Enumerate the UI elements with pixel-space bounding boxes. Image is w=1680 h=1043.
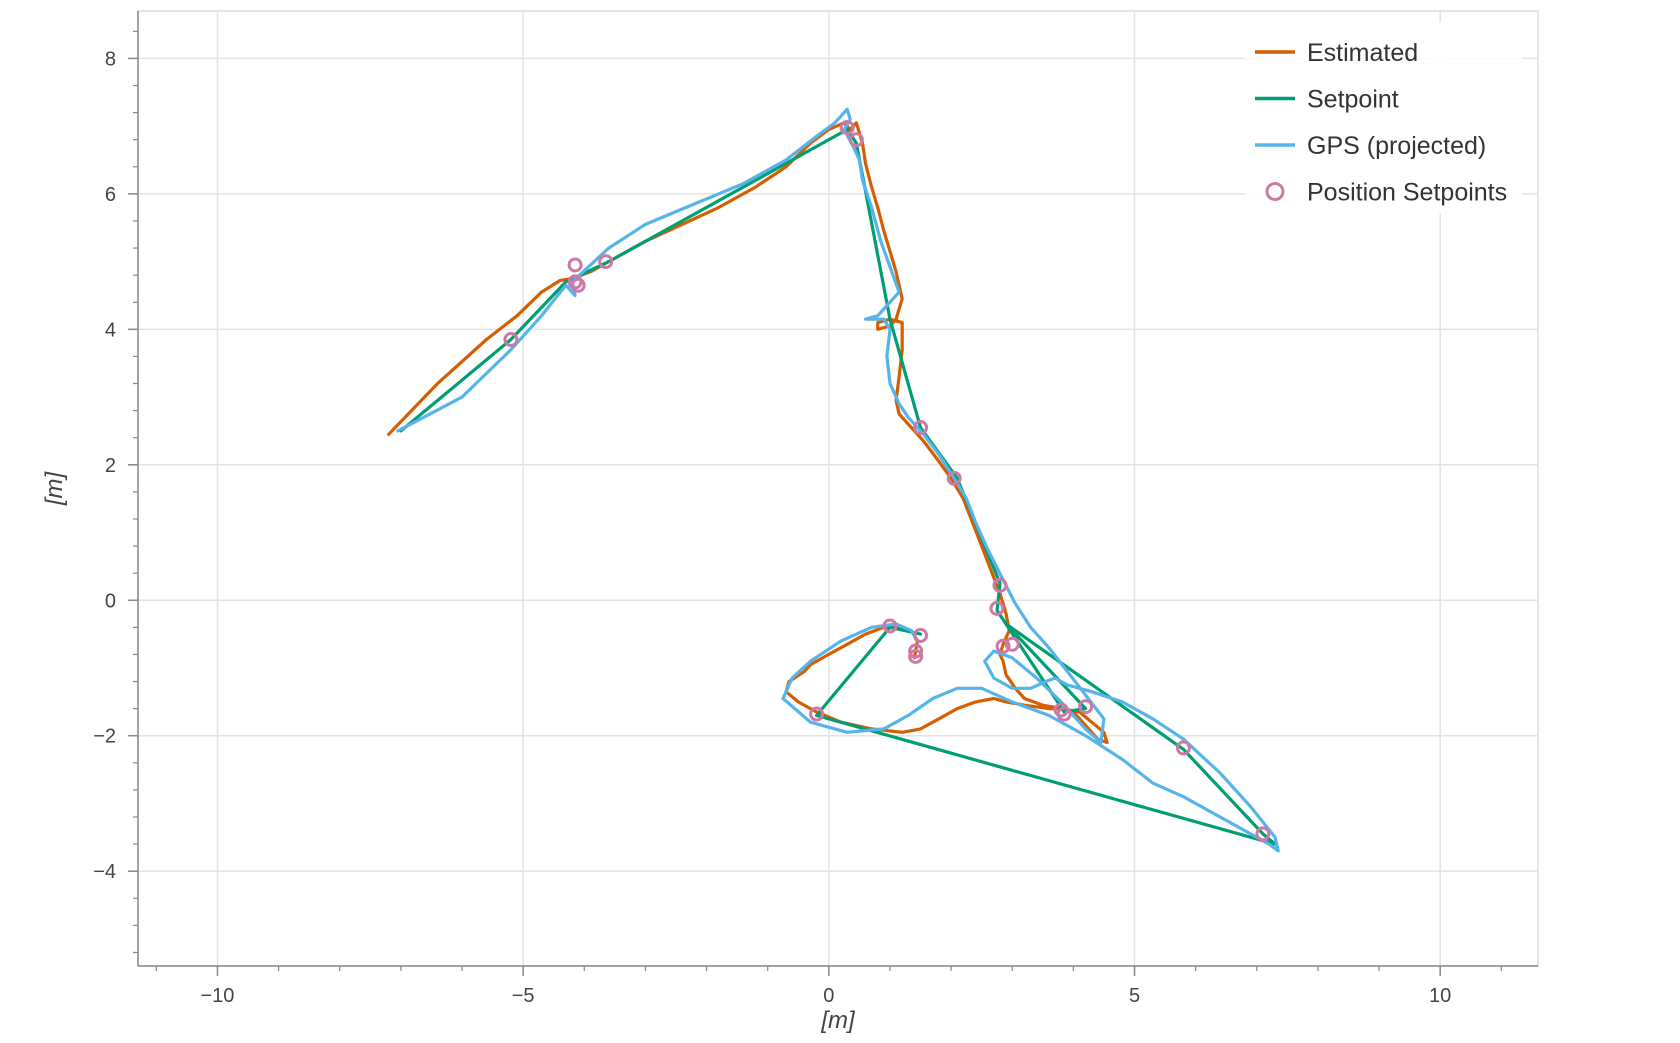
marker-position-setpoints-1 [567,257,583,273]
marker-position-setpoints-14 [913,627,929,643]
legend-swatch-position-setpoints [1265,182,1285,201]
x-tick-label-1: −5 [512,985,535,1007]
y-tick-label-1: −2 [93,726,116,748]
marker-position-setpoints-12 [1004,636,1020,652]
marker-position-setpoints-2 [567,274,583,290]
y-tick-label-4: 4 [105,319,116,341]
marker-position-setpoints-15 [908,643,924,659]
marker-position-setpoints-21 [1255,826,1271,842]
axes: −10 −5 0 5 10 −4 −2 0 2 4 6 8 [93,11,1538,1007]
marker-position-setpoints-6 [848,132,864,148]
y-tick-label-0: −4 [93,861,116,883]
series-line-setpoint [399,127,1277,846]
marker-position-setpoints-7 [913,420,929,436]
marker-position-setpoints-10 [989,600,1005,616]
y-tick-label-2: 0 [105,590,116,612]
marker-position-setpoints-0 [503,331,519,347]
x-tick-label-3: 5 [1129,985,1140,1007]
marker-position-setpoints-19 [1078,699,1094,715]
marker-position-setpoints-8 [946,470,962,486]
legend-label-setpoint: Setpoint [1307,86,1399,114]
x-tick-label-0: −10 [201,985,235,1007]
x-tick-label-4: 10 [1429,985,1451,1007]
marker-position-setpoints-18 [1056,706,1072,722]
x-axis-title: [m] [820,1007,856,1034]
legend-label-gps-projected: GPS (projected) [1307,132,1486,160]
y-tick-label-6: 8 [105,48,116,70]
marker-position-setpoints-16 [908,648,924,664]
marker-position-setpoints-3 [570,277,586,293]
legend-label-estimated: Estimated [1307,39,1418,67]
marker-position-setpoints-11 [995,638,1011,654]
legend: Estimated Setpoint GPS (projected) Position… [1245,22,1522,214]
marker-position-setpoints-9 [992,577,1008,593]
y-axis-title: [m] [41,471,68,507]
series-line-gps-projected [396,107,1280,853]
x-tick-label-2: 0 [823,985,834,1007]
marker-position-setpoints-5 [839,119,855,135]
marker-position-setpoints-13 [882,618,898,634]
marker-position-setpoints-22 [809,706,825,722]
y-tick-label-5: 6 [105,184,116,206]
legend-label-position-setpoints: Position Setpoints [1307,179,1507,207]
marker-position-setpoints-4 [598,254,614,270]
y-tick-label-3: 2 [105,455,116,477]
legend-background [1245,22,1522,214]
data-series [387,107,1280,853]
marker-position-setpoints-20 [1175,740,1191,756]
